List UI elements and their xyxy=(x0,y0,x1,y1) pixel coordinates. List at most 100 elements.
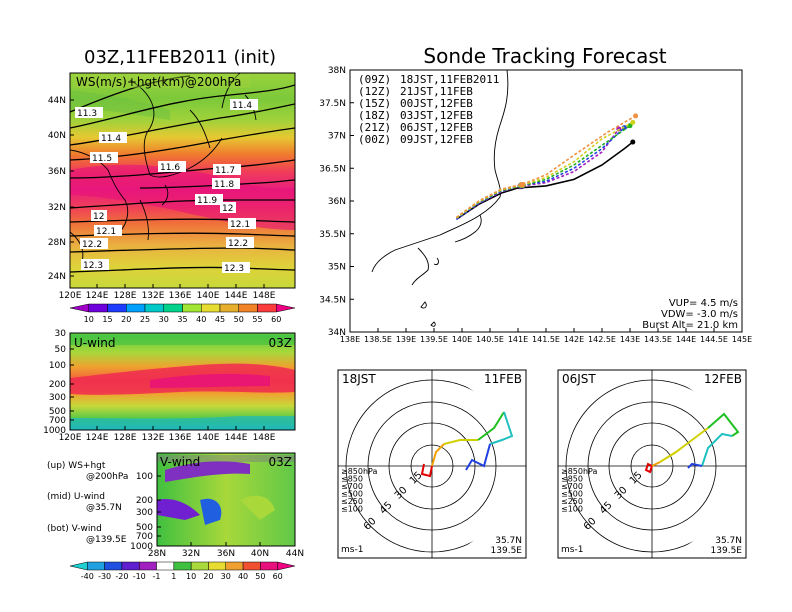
contour-label-text: 12 xyxy=(93,212,104,222)
lon-tick-label: 140E xyxy=(197,291,220,301)
colorbar-swatch xyxy=(201,303,221,313)
burst-point xyxy=(630,119,636,125)
launch-code: (21Z) xyxy=(358,121,391,134)
burst-alt-text: Burst Alt= 21.0 km xyxy=(642,320,738,331)
contour-label-text: 12.3 xyxy=(83,261,103,271)
pressure-tick-label: 1000 xyxy=(130,542,153,552)
pressure-tick-label: 300 xyxy=(136,508,153,518)
trajectory-lat-ticks: 38N 37.5N 37N 36.5N 36N 35.5N 35N 34.5N 34N xyxy=(319,66,354,338)
contour-label: 11.4 xyxy=(230,99,258,111)
colorbar-label: 15 xyxy=(102,315,112,324)
launch-legend: (09Z) 18JST,11FEB2011 (12Z) 21JST,11FEB (15Z… xyxy=(358,73,499,146)
lat-tick-label: 36N xyxy=(328,197,346,207)
pressure-tick-label: 30 xyxy=(55,329,67,339)
colorbar-swatch xyxy=(219,303,239,313)
colorbar-swatch xyxy=(138,561,157,571)
contour-label: 12.2 xyxy=(226,237,254,249)
lon-tick-label: 143E xyxy=(620,335,640,344)
lat-tick-label: 40N xyxy=(48,131,66,141)
contour-label-bg xyxy=(212,178,240,189)
contour-label-text: 12.2 xyxy=(228,239,248,249)
contour-label-bg xyxy=(81,259,109,270)
colorbar-swatch xyxy=(208,561,227,571)
lat-tick-label: 38N xyxy=(328,66,346,76)
trajectory-coastline xyxy=(371,69,509,327)
level-legend-item: ≤850 xyxy=(341,475,363,484)
contour-label: 11.4 xyxy=(99,132,127,144)
lon-tick-label: 142.5E xyxy=(588,335,616,344)
colorbar-label: -10 xyxy=(133,572,146,581)
lon-tick-label: 136E xyxy=(169,291,192,301)
contour-label-text: 12.3 xyxy=(224,264,244,274)
hodograph-trace xyxy=(443,439,478,445)
landfall-marker xyxy=(519,182,525,188)
level-legend-item: ≤850 xyxy=(561,475,583,484)
lon-tick-label: 139.5E xyxy=(420,335,448,344)
v-wind-lat-ticks: 28N 32N 36N 40N 44N xyxy=(148,542,304,559)
lat-tick-label: 34N xyxy=(328,328,346,338)
pressure-tick-label: 200 xyxy=(49,380,66,390)
lat-tick-label: 32N xyxy=(48,203,66,213)
u-wind-lon-ticks: 120E 124E 128E 132E 136E 140E 144E 148E xyxy=(59,426,276,443)
ws-colorbar: 10 15 20 25 30 35 40 45 50 55 60 xyxy=(69,303,296,324)
colorbar-swatch xyxy=(69,303,89,313)
trajectory-series xyxy=(455,113,639,219)
left-title: 03Z,11FEB2011 (init) xyxy=(84,47,276,68)
colorbar-swatch xyxy=(107,303,127,313)
hodograph-trace xyxy=(477,411,505,441)
colorbar-swatch xyxy=(257,303,277,313)
level-legend-item: ≤500 xyxy=(341,490,363,499)
pressure-tick-label: 500 xyxy=(49,407,66,417)
colorbar-swatch xyxy=(242,561,261,571)
launch-code: (00Z) xyxy=(358,133,391,146)
contour-label: 12.1 xyxy=(94,225,122,237)
right-title: Sonde Tracking Forecast xyxy=(423,44,666,68)
contour-label-text: 11.9 xyxy=(197,196,217,206)
lon-tick-label: 145E xyxy=(732,335,752,344)
contour-label: 12.3 xyxy=(81,259,109,271)
contour-label-bg xyxy=(90,152,118,163)
ws-map xyxy=(70,73,295,288)
colorbar-label: 25 xyxy=(140,315,150,324)
contour-label-bg xyxy=(195,194,223,205)
ws-lat-ticks: 44N 40N 36N 32N 28N 24N xyxy=(48,96,74,282)
launch-local-time: 21JST,11FEB xyxy=(400,85,473,98)
contour-label-text: 11.4 xyxy=(101,134,121,144)
colorbar-label: -30 xyxy=(98,572,111,581)
contour-label-bg xyxy=(213,164,241,175)
colorbar-label: -20 xyxy=(115,572,128,581)
pressure-tick-label: 50 xyxy=(55,345,67,355)
ws-contour-labels: 11.3 11.4 11.4 11.5 11.6 11.7 11.8 11.9 12 12 12.1… xyxy=(75,99,258,274)
lat-tick-label: 40N xyxy=(251,549,269,559)
pressure-tick-label: 700 xyxy=(49,416,66,426)
level-legend-item: ≤500 xyxy=(561,490,583,499)
lat-tick-label: 24N xyxy=(48,272,66,282)
launch-local-time: 18JST,11FEB2011 xyxy=(400,73,499,86)
hodograph-trace xyxy=(489,411,514,445)
hodograph-date: 12FEB xyxy=(704,372,742,386)
lon-tick-label: 124E xyxy=(86,291,109,301)
lon-tick-label: 142E xyxy=(564,335,584,344)
hodograph-unit: ms-1 xyxy=(341,545,363,555)
contour-label: 12.2 xyxy=(80,238,108,250)
contour-label-text: 12.2 xyxy=(82,240,102,250)
launch-local-time: 03JST,12FEB xyxy=(400,109,473,122)
lon-tick-label: 144E xyxy=(225,433,248,443)
pressure-tick-label: 300 xyxy=(49,393,66,403)
contour-label-bg xyxy=(158,161,186,172)
colorbar-swatch xyxy=(276,303,296,313)
pressure-tick-label: 1000 xyxy=(43,426,66,436)
colorbar-label: 35 xyxy=(177,315,187,324)
contour-label: 11.9 xyxy=(195,194,223,206)
hodograph-time: 18JST xyxy=(342,372,376,386)
hodograph-lon: 139.5E xyxy=(491,546,523,556)
hodograph-trace xyxy=(687,462,703,469)
colorbar-label: 10 xyxy=(84,315,94,324)
sonde-params: VUP= 4.5 m/s VDW= -3.0 m/s Burst Alt= 21… xyxy=(642,298,738,331)
hodograph-trace xyxy=(651,461,661,467)
colorbar-swatch xyxy=(144,303,164,313)
hodograph-lat: 35.7N xyxy=(495,536,522,546)
launch-local-time: 00JST,12FEB xyxy=(400,97,473,110)
lat-tick-label: 36.5N xyxy=(319,164,346,174)
contour-label-bg xyxy=(91,210,107,221)
